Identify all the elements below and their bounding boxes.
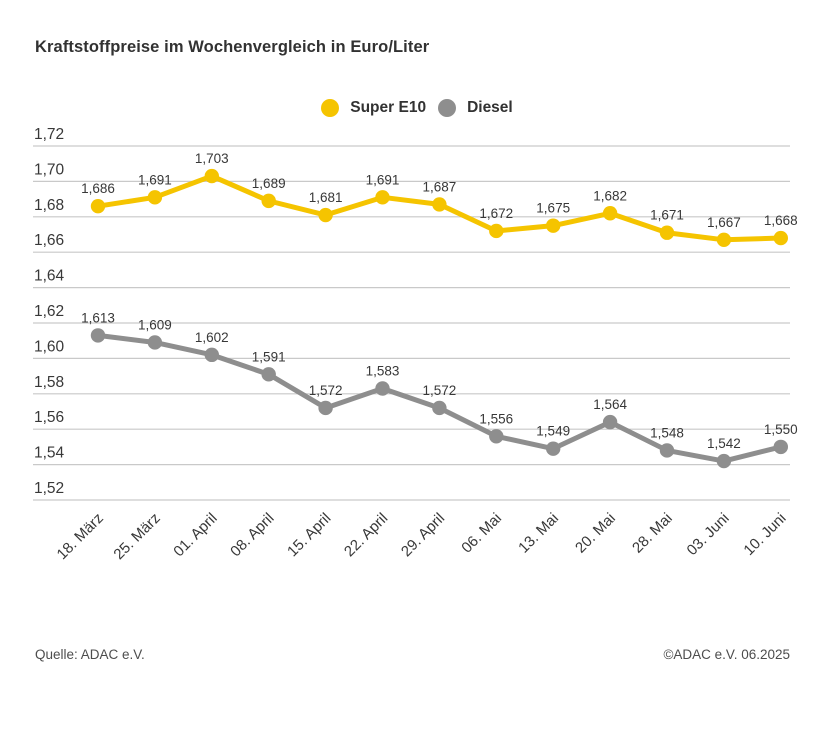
- data-point-label-diesel: 1,572: [423, 383, 457, 398]
- x-axis-tick-label: 01. April: [170, 510, 220, 560]
- data-point-super-e10: [318, 207, 333, 223]
- data-point-label-super-e10: 1,691: [366, 172, 400, 187]
- data-point-label-super-e10: 1,686: [81, 181, 115, 196]
- data-point-label-diesel: 1,583: [366, 363, 400, 378]
- data-point-label-diesel: 1,556: [479, 411, 513, 426]
- y-axis-tick-label: 1,68: [34, 197, 64, 214]
- data-point-super-e10: [147, 190, 163, 205]
- y-axis-tick-label: 1,54: [34, 445, 65, 462]
- data-point-label-super-e10: 1,681: [309, 190, 343, 205]
- legend-dot-diesel-icon: [438, 99, 457, 117]
- data-point-label-diesel: 1,613: [81, 310, 115, 325]
- data-point-label-diesel: 1,564: [593, 397, 627, 412]
- data-point-diesel: [602, 414, 618, 430]
- x-axis-tick-label: 08. April: [227, 510, 277, 560]
- legend-label-diesel: Diesel: [467, 99, 513, 116]
- chart-legend: Super E10 Diesel: [0, 99, 834, 117]
- data-point-label-diesel: 1,542: [707, 436, 741, 451]
- y-axis-tick-label: 1,64: [34, 268, 65, 285]
- x-axis-tick-label: 13. Mai: [515, 510, 562, 557]
- data-point-label-diesel: 1,549: [536, 424, 570, 439]
- data-point-diesel: [147, 335, 163, 350]
- y-axis-tick-label: 1,60: [34, 338, 65, 355]
- data-point-diesel: [375, 381, 390, 396]
- y-axis-tick-label: 1,72: [34, 126, 64, 143]
- data-point-label-diesel: 1,609: [138, 317, 172, 332]
- data-point-super-e10: [204, 168, 219, 184]
- data-point-diesel: [716, 453, 732, 469]
- data-point-label-diesel: 1,572: [309, 383, 343, 398]
- data-point-super-e10: [773, 230, 788, 246]
- chart-title: Kraftstoffpreise im Wochenvergleich in E…: [35, 38, 430, 56]
- data-point-label-super-e10: 1,691: [138, 172, 172, 187]
- x-axis-tick-label: 06. Mai: [458, 510, 505, 557]
- data-point-diesel: [546, 441, 561, 456]
- source-note: Quelle: ADAC e.V.: [35, 647, 145, 662]
- legend-label-super-e10: Super E10: [350, 99, 427, 116]
- line-chart: 1,72 1,70 1,68 1,66 1,64 1,62 1,60 1,58 1,56 1,54…: [33, 126, 798, 563]
- y-axis-tick-label: 1,52: [34, 480, 64, 497]
- legend-item-diesel: Diesel: [438, 99, 513, 117]
- x-axis-tick-label: 28. Mai: [629, 510, 676, 557]
- data-point-label-super-e10: 1,689: [252, 176, 286, 191]
- data-point-diesel: [489, 429, 504, 444]
- data-point-label-super-e10: 1,682: [593, 188, 627, 203]
- y-axis-tick-label: 1,58: [34, 374, 64, 391]
- data-point-label-super-e10: 1,672: [479, 206, 513, 221]
- legend-item-super-e10: Super E10: [321, 99, 426, 117]
- x-axis-tick-label: 22. April: [341, 510, 391, 560]
- data-point-super-e10: [602, 206, 618, 221]
- data-point-diesel: [261, 367, 276, 382]
- data-point-diesel: [432, 400, 447, 416]
- x-axis-tick-label: 10. Juni: [740, 510, 789, 559]
- data-point-diesel: [318, 400, 333, 416]
- data-point-super-e10: [546, 218, 561, 233]
- x-axis-tick-label: 15. April: [284, 510, 334, 560]
- chart-footer: Quelle: ADAC e.V. ©ADAC e.V. 06.2025: [35, 647, 790, 662]
- x-axis-tick-label: 03. Juni: [684, 510, 733, 559]
- data-point-super-e10: [716, 232, 732, 248]
- data-point-super-e10: [375, 190, 390, 205]
- data-point-label-super-e10: 1,675: [536, 201, 570, 216]
- data-point-label-super-e10: 1,703: [195, 151, 229, 166]
- data-point-super-e10: [90, 198, 106, 214]
- data-point-diesel: [773, 439, 788, 455]
- legend-dot-super-e10-icon: [321, 99, 340, 117]
- data-point-super-e10: [489, 223, 504, 239]
- x-axis-tick-label: 25. März: [110, 510, 163, 563]
- y-axis-tick-label: 1,66: [34, 232, 64, 249]
- data-point-diesel: [90, 328, 106, 343]
- x-axis-tick-label: 20. Mai: [572, 510, 619, 557]
- data-point-label-diesel: 1,550: [764, 422, 798, 437]
- data-point-diesel: [204, 347, 219, 363]
- data-point-super-e10: [261, 193, 276, 209]
- data-point-label-super-e10: 1,667: [707, 215, 741, 230]
- data-point-super-e10: [659, 225, 675, 240]
- y-axis-tick-label: 1,62: [34, 303, 64, 320]
- data-point-label-diesel: 1,591: [252, 349, 286, 364]
- data-point-label-diesel: 1,602: [195, 330, 229, 345]
- data-point-label-super-e10: 1,687: [423, 179, 457, 194]
- data-point-diesel: [659, 443, 675, 458]
- y-axis-tick-label: 1,56: [34, 409, 64, 426]
- series-line-diesel: [95, 332, 784, 464]
- y-axis-tick-label: 1,70: [34, 161, 65, 178]
- data-point-label-super-e10: 1,668: [764, 213, 798, 228]
- copyright-note: ©ADAC e.V. 06.2025: [663, 647, 790, 662]
- data-point-label-super-e10: 1,671: [650, 208, 684, 223]
- x-axis-tick-label: 29. April: [398, 510, 448, 560]
- data-point-super-e10: [432, 197, 447, 212]
- x-axis-tick-label: 18. März: [54, 510, 107, 563]
- data-point-label-diesel: 1,548: [650, 425, 684, 440]
